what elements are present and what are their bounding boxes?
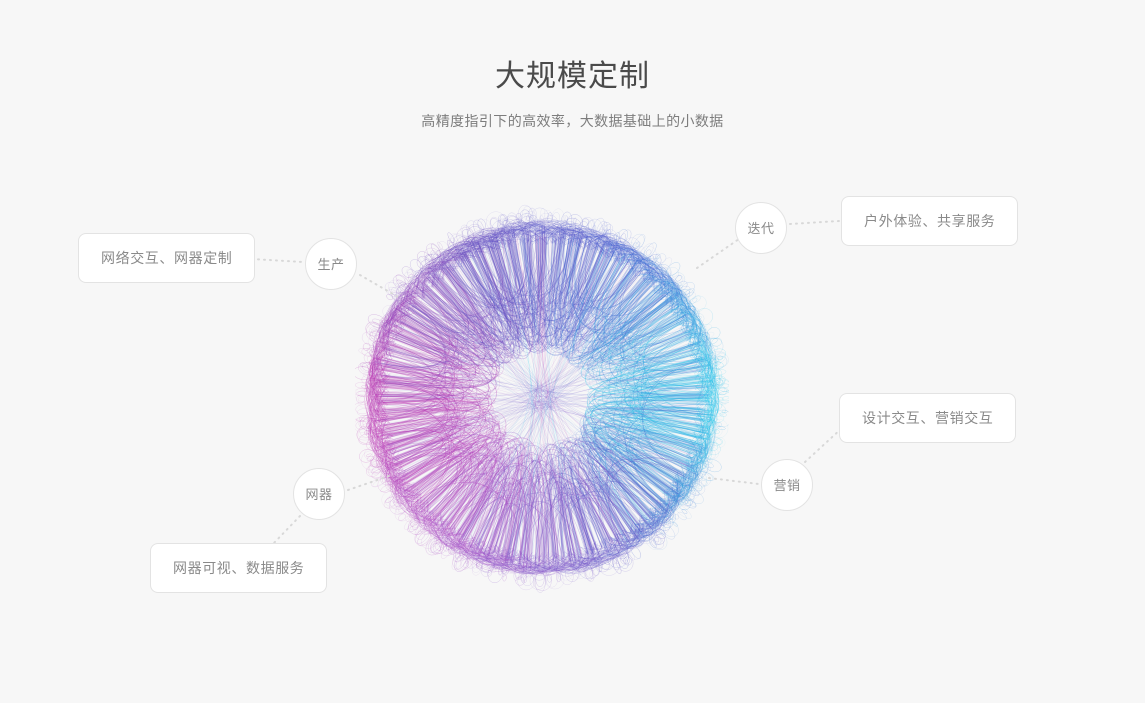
page-header: 大规模定制 高精度指引下的高效率，大数据基础上的小数据 — [0, 0, 1145, 131]
label-box-iteration[interactable]: 户外体验、共享服务 — [841, 196, 1019, 246]
node-marketing[interactable]: 营销 — [761, 459, 813, 511]
label-box-device-text: 网器可视、数据服务 — [173, 560, 305, 576]
connector-production — [251, 258, 304, 263]
node-iteration[interactable]: 迭代 — [735, 202, 787, 254]
page-title: 大规模定制 — [495, 60, 650, 93]
label-box-production[interactable]: 网络交互、网器定制 — [78, 233, 256, 283]
network-sphere-svg — [355, 204, 729, 593]
node-iteration-label: 迭代 — [747, 220, 775, 236]
network-sphere-graph — [355, 188, 729, 608]
label-box-device[interactable]: 网器可视、数据服务 — [150, 543, 328, 593]
page-subtitle: 高精度指引下的高效率，大数据基础上的小数据 — [421, 113, 724, 129]
label-box-iteration-text: 户外体验、共享服务 — [864, 213, 996, 229]
node-production[interactable]: 生产 — [305, 238, 357, 290]
label-box-marketing[interactable]: 设计交互、营销交互 — [839, 393, 1017, 443]
connector-marketing — [804, 427, 843, 463]
connector-device — [271, 515, 301, 546]
node-device-label: 网器 — [305, 486, 333, 502]
node-device[interactable]: 网器 — [293, 468, 345, 520]
node-production-label: 生产 — [317, 256, 345, 272]
node-marketing-label: 营销 — [773, 477, 801, 493]
label-box-production-text: 网络交互、网器定制 — [101, 250, 233, 266]
connector-iteration — [789, 220, 840, 225]
label-box-marketing-text: 设计交互、营销交互 — [862, 410, 994, 426]
